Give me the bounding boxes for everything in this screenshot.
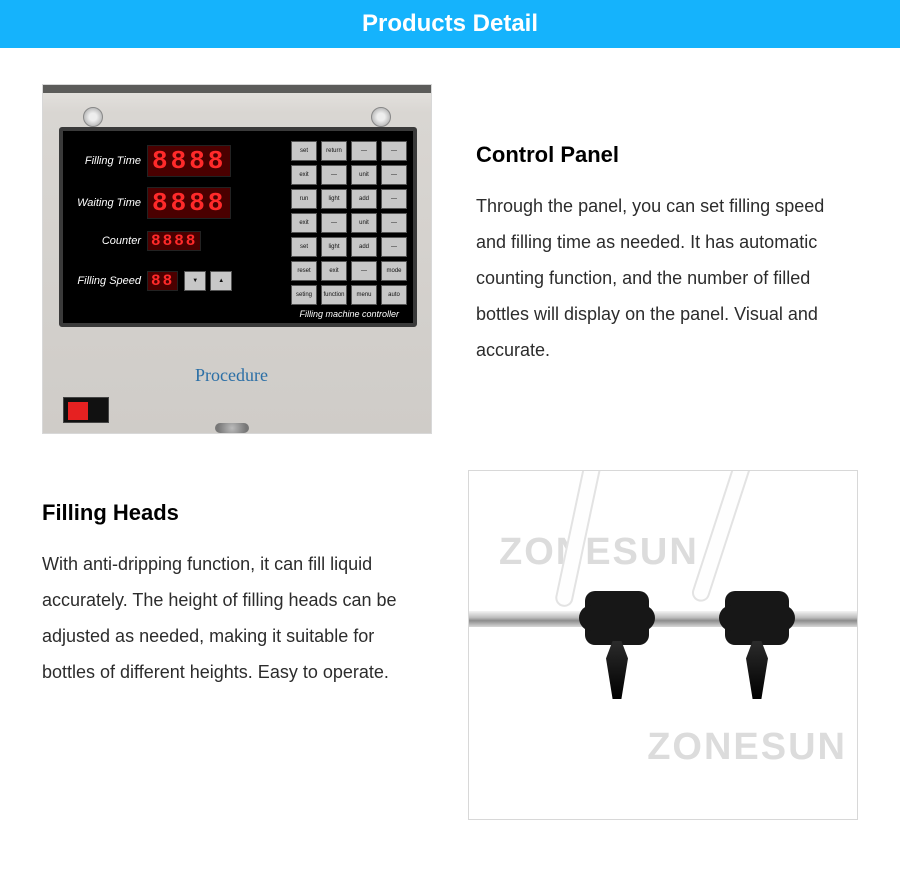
key-light[interactable]: light <box>321 189 347 209</box>
up-button[interactable]: ▲ <box>210 271 232 291</box>
filling-heads-title: Filling Heads <box>42 500 424 526</box>
key-exit[interactable]: exit <box>291 165 317 185</box>
keypad: set return — — exit — unit — run light a… <box>291 141 407 305</box>
nozzle-icon <box>606 641 628 699</box>
key-return[interactable]: return <box>321 141 347 161</box>
section-filling-heads: Filling Heads With anti-dripping functio… <box>42 470 858 820</box>
lcd-screen: Filling Time 8888 Waiting Time 8888 Coun… <box>59 127 417 327</box>
key[interactable]: — <box>351 141 377 161</box>
key-exit[interactable]: exit <box>321 261 347 281</box>
filling-heads-text: Filling Heads With anti-dripping functio… <box>42 470 424 690</box>
key-add[interactable]: add <box>351 189 377 209</box>
key-seting[interactable]: seting <box>291 285 317 305</box>
key-set[interactable]: set <box>291 237 317 257</box>
rod-icon <box>469 611 857 627</box>
seg-waiting-time: 8888 <box>147 187 231 219</box>
key[interactable]: — <box>321 165 347 185</box>
seg-counter: 8888 <box>147 231 201 251</box>
label-filling-time: Filling Time <box>63 155 147 167</box>
key[interactable]: — <box>381 213 407 233</box>
seg-filling-speed: 88 <box>147 271 178 291</box>
seg-filling-time: 8888 <box>147 145 231 177</box>
key[interactable]: — <box>351 261 377 281</box>
control-panel-title: Control Panel <box>476 142 858 168</box>
watermark-text: ZONESUN <box>647 726 847 769</box>
label-counter: Counter <box>63 235 147 247</box>
clamp-icon <box>585 591 649 645</box>
power-switch[interactable] <box>63 397 109 423</box>
key-add[interactable]: add <box>351 237 377 257</box>
key[interactable]: — <box>381 237 407 257</box>
label-waiting-time: Waiting Time <box>63 197 147 209</box>
key[interactable]: — <box>381 189 407 209</box>
key-light[interactable]: light <box>321 237 347 257</box>
watermark-text: ZONESUN <box>499 531 699 574</box>
section-control-panel: Filling Time 8888 Waiting Time 8888 Coun… <box>42 84 858 434</box>
key-run[interactable]: run <box>291 189 317 209</box>
filling-heads-body: With anti-dripping function, it can fill… <box>42 546 424 690</box>
knob-icon <box>215 423 249 433</box>
bolt-icon <box>371 107 391 127</box>
key-unit[interactable]: unit <box>351 165 377 185</box>
control-panel-image: Filling Time 8888 Waiting Time 8888 Coun… <box>42 84 432 434</box>
key-mode[interactable]: mode <box>381 261 407 281</box>
key-auto[interactable]: auto <box>381 285 407 305</box>
key[interactable]: — <box>381 141 407 161</box>
key-reset[interactable]: reset <box>291 261 317 281</box>
clamp-icon <box>725 591 789 645</box>
procedure-label: Procedure <box>195 365 268 386</box>
filling-heads-image: ZONESUN ZONESUN <box>468 470 858 820</box>
key[interactable]: — <box>321 213 347 233</box>
key[interactable]: — <box>381 165 407 185</box>
content-area: Filling Time 8888 Waiting Time 8888 Coun… <box>0 48 900 892</box>
down-button[interactable]: ▼ <box>184 271 206 291</box>
header-bar: Products Detail <box>0 0 900 48</box>
key-menu[interactable]: menu <box>351 285 377 305</box>
tube-icon <box>690 470 831 604</box>
label-filling-speed: Filling Speed <box>63 275 147 287</box>
key-unit[interactable]: unit <box>351 213 377 233</box>
nozzle-icon <box>746 641 768 699</box>
control-panel-text: Control Panel Through the panel, you can… <box>476 84 858 368</box>
control-panel-body: Through the panel, you can set filling s… <box>476 188 858 368</box>
screen-footer: Filling machine controller <box>299 309 399 319</box>
header-title: Products Detail <box>362 10 538 37</box>
key-set[interactable]: set <box>291 141 317 161</box>
bolt-icon <box>83 107 103 127</box>
key-exit[interactable]: exit <box>291 213 317 233</box>
key-function[interactable]: function <box>321 285 347 305</box>
